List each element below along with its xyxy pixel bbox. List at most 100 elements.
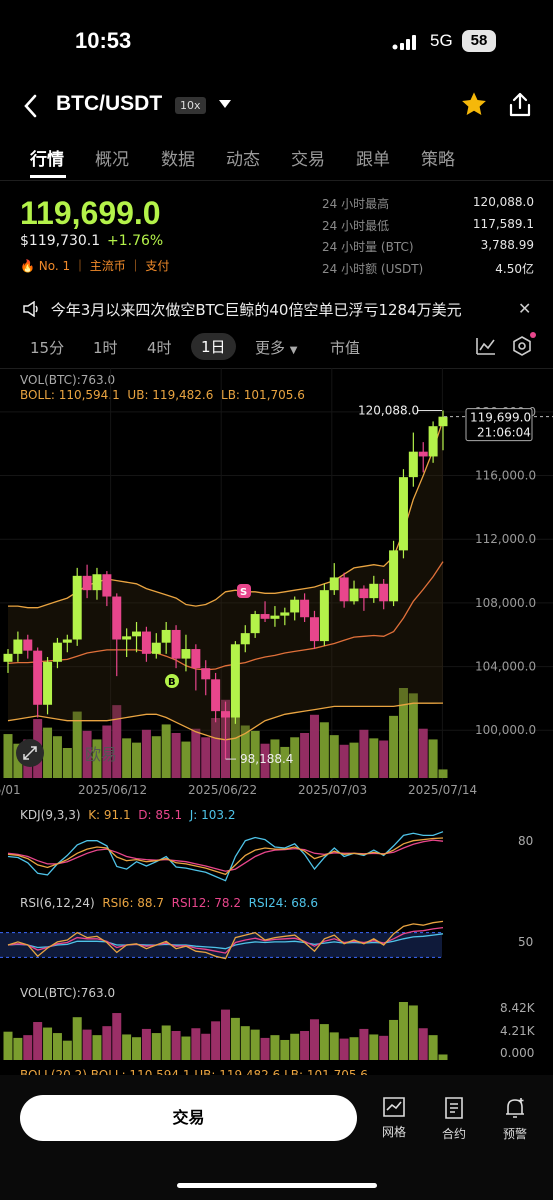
candle-body bbox=[339, 577, 349, 602]
rsi-chart bbox=[0, 920, 444, 960]
volume-bar bbox=[122, 1034, 132, 1060]
candle-body bbox=[112, 596, 122, 640]
stat-label: 24 小时最低 bbox=[322, 218, 390, 233]
tf-1h[interactable]: 1时 bbox=[93, 339, 118, 357]
candle-body bbox=[3, 653, 13, 662]
tab-data[interactable]: 数据 bbox=[161, 150, 195, 170]
tf-4h[interactable]: 4时 bbox=[147, 339, 172, 357]
volume-bar bbox=[211, 1021, 221, 1060]
rsi-band bbox=[0, 932, 442, 958]
volume-bar bbox=[408, 1005, 418, 1060]
tf-more[interactable]: 更多 ▼ bbox=[255, 337, 298, 358]
volume-bar bbox=[290, 737, 300, 778]
trade-button[interactable]: 交易 bbox=[20, 1095, 357, 1141]
candle-body bbox=[250, 614, 260, 634]
active-tab-indicator bbox=[30, 175, 66, 178]
tab-market[interactable]: 行情 bbox=[30, 150, 64, 170]
tf-mcap[interactable]: 市值 bbox=[330, 339, 361, 357]
settings-icon[interactable] bbox=[512, 336, 532, 360]
volume-bar bbox=[3, 1031, 13, 1060]
tf-1d[interactable]: 1日 bbox=[191, 333, 236, 360]
volume-bar bbox=[398, 1002, 408, 1060]
candle-body bbox=[230, 644, 240, 718]
candlestick-chart[interactable]: 120,000.0116,000.0112,000.0108,000.0104,… bbox=[0, 368, 553, 800]
divider bbox=[0, 368, 553, 369]
candle-body bbox=[161, 629, 171, 643]
close-icon[interactable]: ✕ bbox=[518, 299, 532, 318]
sell-marker-label: S bbox=[240, 587, 247, 598]
x-tick-label: 2025/06/22 bbox=[188, 783, 257, 797]
pair-title[interactable]: BTC/USDT bbox=[56, 92, 163, 115]
volume-bar bbox=[428, 739, 438, 778]
tf-more-label: 更多 bbox=[255, 339, 286, 357]
volume-bar bbox=[201, 737, 211, 778]
tf-15m[interactable]: 15分 bbox=[30, 339, 65, 357]
volume-bar bbox=[418, 1028, 428, 1060]
indicator-icon[interactable] bbox=[476, 337, 496, 359]
volume-bar bbox=[132, 1037, 142, 1060]
candle-body bbox=[72, 575, 82, 640]
volume-bar bbox=[329, 735, 339, 778]
tab-trade[interactable]: 交易 bbox=[291, 150, 325, 170]
tab-strategy[interactable]: 策略 bbox=[421, 150, 455, 170]
candle-body bbox=[418, 451, 428, 457]
kdj-label: KDJ(9,3,3) bbox=[20, 808, 81, 822]
home-indicator bbox=[177, 1183, 377, 1188]
alert-nav[interactable]: 预警 bbox=[490, 1096, 540, 1142]
pair-dropdown-icon[interactable] bbox=[218, 97, 232, 113]
vol-tick-zero: 0.000 bbox=[500, 1046, 535, 1060]
stat-label: 24 小时额 (USDT) bbox=[322, 261, 424, 276]
favorite-star-icon[interactable] bbox=[460, 90, 488, 125]
candle-body bbox=[270, 615, 280, 619]
candle-body bbox=[349, 588, 359, 602]
chevron-down-icon: ▼ bbox=[289, 345, 298, 356]
candle-body bbox=[151, 642, 161, 654]
candle-body bbox=[329, 577, 339, 591]
kdj-j-line bbox=[7, 831, 444, 882]
boll-ub-label: UB: 119,482.6 bbox=[127, 388, 214, 402]
buy-marker bbox=[165, 674, 179, 688]
volume-bar bbox=[300, 1031, 310, 1060]
share-icon[interactable] bbox=[508, 92, 532, 122]
y-tick-label: 108,000.0 bbox=[475, 596, 536, 610]
volume-bar bbox=[270, 1035, 280, 1060]
volume-bar bbox=[359, 1028, 369, 1060]
x-tick-label: 2025/06/12 bbox=[78, 783, 147, 797]
grid-nav[interactable]: 网格 bbox=[369, 1096, 419, 1140]
rsi24: RSI24: 68.6 bbox=[248, 896, 318, 910]
stat-low: 24 小时最低 117,589.1 bbox=[322, 217, 534, 239]
rsi6: RSI6: 88.7 bbox=[102, 896, 165, 910]
stat-value: 117,589.1 bbox=[472, 216, 534, 231]
volume-bar bbox=[43, 727, 53, 778]
volume-bar bbox=[438, 769, 448, 778]
candle-body bbox=[379, 583, 389, 602]
candle-body bbox=[438, 416, 448, 427]
volume-bar bbox=[240, 1026, 250, 1060]
contract-nav[interactable]: 合约 bbox=[429, 1096, 479, 1142]
main-tabs: 行情 概况 数据 动态 交易 跟单 策略 bbox=[0, 145, 553, 179]
candle-body bbox=[132, 631, 142, 637]
rsi-labels: RSI(6,12,24) RSI6: 88.7 RSI12: 78.2 RSI2… bbox=[20, 896, 318, 910]
stat-high: 24 小时最高 120,088.0 bbox=[322, 195, 534, 217]
volume-bar bbox=[230, 712, 240, 778]
volume-bar bbox=[309, 1019, 319, 1060]
news-banner[interactable]: 今年3月以来四次做空BTC巨鲸的40倍空单已浮亏1284万美元 bbox=[22, 299, 462, 320]
leverage-badge: 10x bbox=[175, 97, 206, 114]
volume-bar bbox=[201, 1033, 211, 1060]
signal-icon bbox=[392, 34, 422, 54]
back-icon[interactable] bbox=[22, 93, 40, 126]
network-label: 5G bbox=[430, 31, 453, 50]
contract-label: 合约 bbox=[441, 1127, 466, 1141]
candle-body bbox=[398, 477, 408, 551]
volume-bar bbox=[319, 722, 329, 778]
volume-bar bbox=[349, 742, 359, 778]
tab-news[interactable]: 动态 bbox=[226, 150, 260, 170]
volume-bar bbox=[52, 1033, 62, 1060]
volume-bar bbox=[349, 1037, 359, 1060]
tab-overview[interactable]: 概况 bbox=[95, 150, 129, 170]
stat-label: 24 小时量 (BTC) bbox=[322, 240, 414, 254]
volume-bar bbox=[290, 1033, 300, 1060]
kdj-k: K: 91.1 bbox=[88, 808, 131, 822]
volume-bar bbox=[62, 748, 72, 778]
tab-copy[interactable]: 跟单 bbox=[356, 150, 390, 170]
